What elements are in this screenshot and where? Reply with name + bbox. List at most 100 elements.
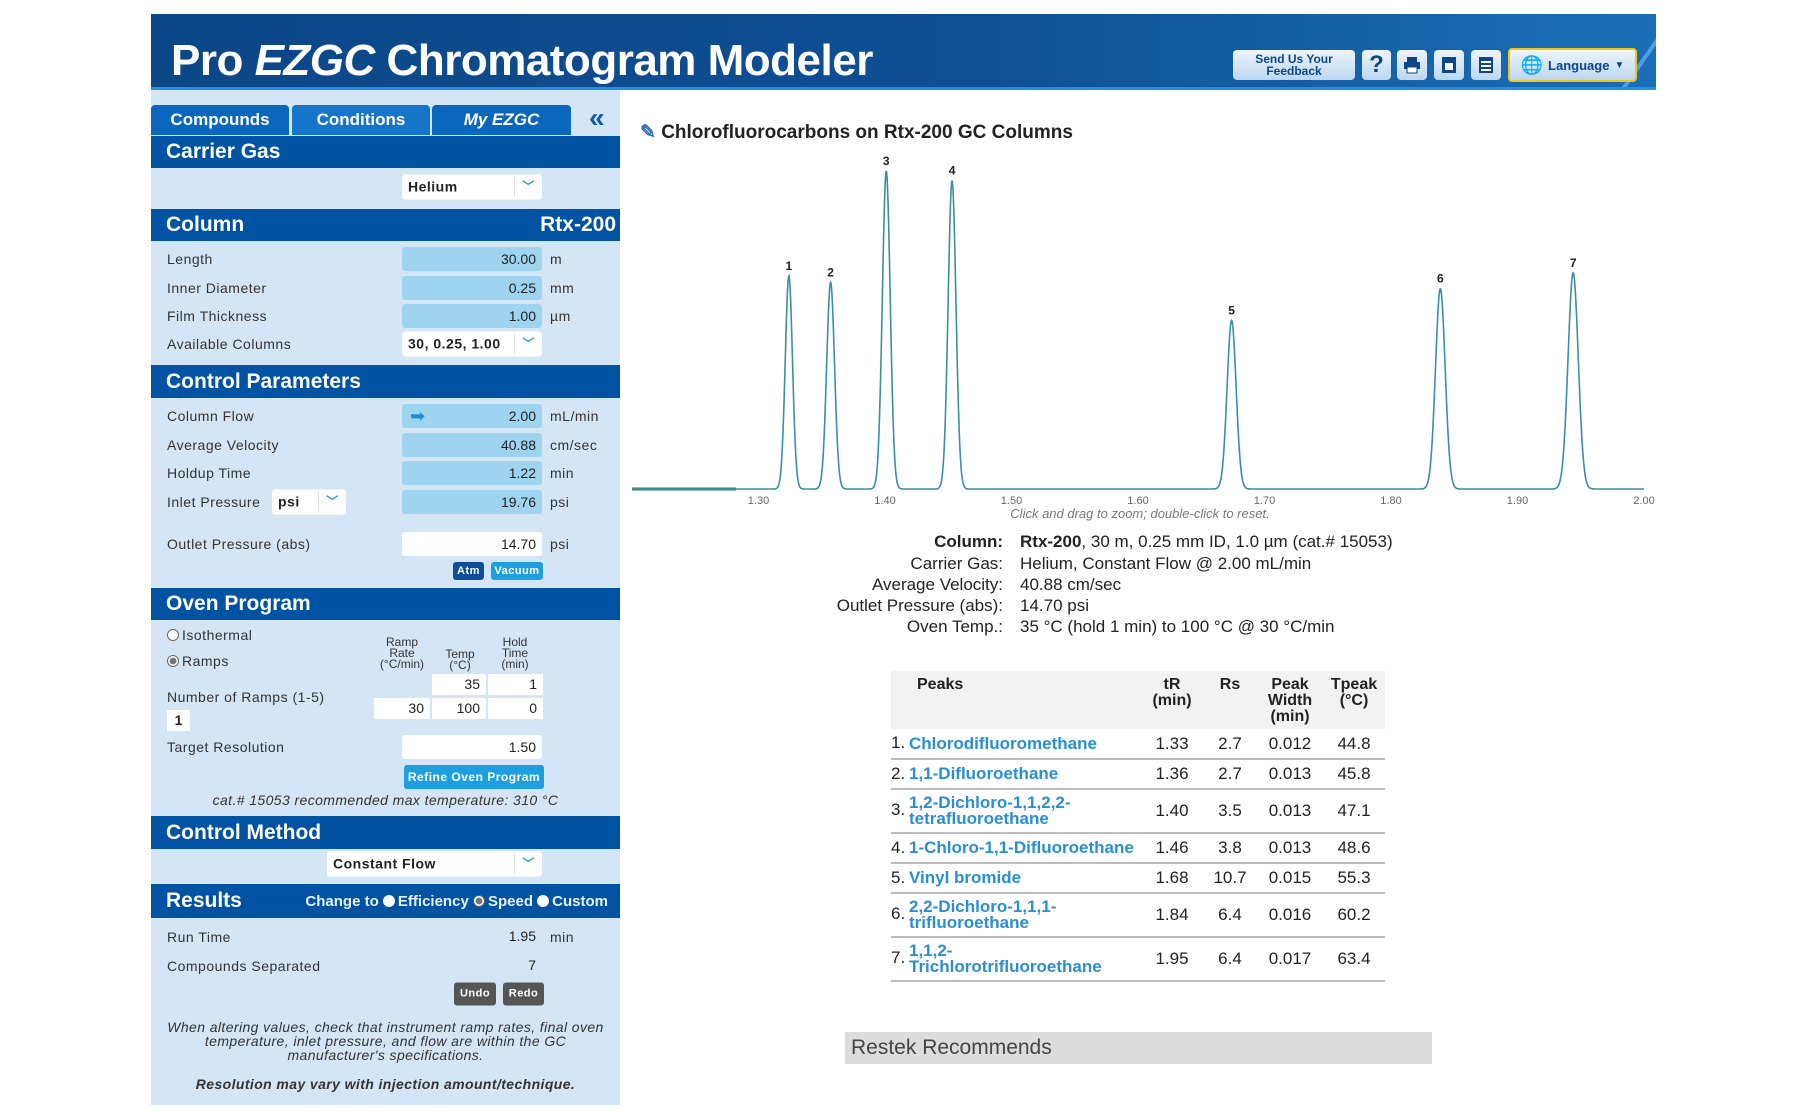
resolution-note: Resolution may vary with injection amoun…: [195, 1076, 576, 1092]
x-tick-label: 1.80: [1380, 495, 1401, 507]
print-icon[interactable]: [1397, 50, 1427, 80]
chromatogram-trace: [632, 170, 1644, 490]
custom-radio[interactable]: Custom: [537, 893, 608, 910]
x-tick-label: 1.90: [1507, 495, 1528, 507]
peak-width: 0.013: [1257, 833, 1323, 864]
length-label: Length: [167, 251, 213, 267]
ramp1-rate-input[interactable]: 30: [374, 698, 430, 719]
inner-diameter-unit: mm: [550, 280, 575, 296]
peak-temperature: 44.8: [1323, 729, 1385, 760]
available-columns-select[interactable]: 30, 0.25, 1.00 ﹀: [402, 331, 542, 357]
max-temperature-note: cat.# 15053 recommended max temperature:…: [212, 792, 559, 808]
info-value: Rtx-200, 30 m, 0.25 mm ID, 1.0 µm (cat.#…: [1020, 532, 1393, 551]
feedback-button[interactable]: Send Us Your Feedback: [1233, 50, 1355, 80]
peak-width: 0.013: [1257, 789, 1323, 834]
tab-conditions[interactable]: Conditions: [292, 105, 430, 135]
ramp1-hold-input[interactable]: 0: [488, 698, 543, 719]
retention-time: 1.68: [1141, 863, 1203, 894]
outlet-pressure-input[interactable]: 14.70: [402, 532, 542, 556]
compound-link[interactable]: 1,1,2-Trichlorotrifluoroethane: [909, 941, 1102, 976]
info-label: Carrier Gas:: [910, 554, 1003, 573]
x-tick-label: 1.70: [1254, 495, 1275, 507]
control-method-header: Control Method: [151, 816, 620, 849]
film-thickness-label: Film Thickness: [167, 308, 268, 324]
inner-diameter-label: Inner Diameter: [167, 280, 267, 296]
peak-width: 0.016: [1257, 893, 1323, 938]
language-dropdown[interactable]: 🌐 Language ▼: [1508, 48, 1637, 82]
peak-label: 1: [786, 259, 793, 273]
resolution: 10.7: [1203, 863, 1257, 894]
number-of-ramps-input[interactable]: 1: [167, 710, 190, 731]
holdup-time-input[interactable]: 1.22: [402, 461, 542, 485]
length-unit: m: [550, 251, 563, 267]
carrier-gas-select[interactable]: Helium ﹀: [402, 174, 542, 200]
table-row: 2. 1,1-Difluoroethane 1.36 2.7 0.013 45.8: [891, 759, 1385, 790]
table-row: 4. 1-Chloro-1,1-Difluoroethane 1.46 3.8 0…: [891, 833, 1385, 864]
peak-label: 7: [1570, 256, 1577, 270]
resolution: 3.8: [1203, 833, 1257, 864]
atm-button[interactable]: Atm: [453, 562, 484, 580]
compound-link[interactable]: Chlorodifluoromethane: [909, 733, 1097, 753]
collapse-panel-icon[interactable]: «: [589, 102, 605, 133]
control-method-select[interactable]: Constant Flow ﹀: [327, 851, 542, 877]
export-icon[interactable]: [1471, 50, 1501, 80]
target-resolution-input[interactable]: 1.50: [402, 735, 542, 759]
inlet-pressure-unit-select[interactable]: psi ﹀: [272, 489, 346, 515]
chevron-down-icon: ﹀: [514, 854, 542, 874]
table-row: 7. 1,1,2-Trichlorotrifluoroethane 1.95 6.…: [891, 937, 1385, 982]
restek-recommends-header: Restek Recommends: [845, 1032, 1432, 1064]
isothermal-radio[interactable]: Isothermal: [167, 627, 252, 643]
speed-radio[interactable]: Speed: [472, 893, 533, 910]
holdup-time-unit: min: [550, 465, 575, 481]
caret-down-icon: ▼: [1614, 59, 1625, 71]
refine-oven-program-button[interactable]: Refine Oven Program: [404, 765, 544, 789]
compound-link[interactable]: 2,2-Dichloro-1,1,1-trifluoroethane: [909, 897, 1057, 932]
tab-compounds[interactable]: Compounds: [151, 105, 289, 135]
results-header: Results Change to Efficiency Speed Custo…: [151, 884, 620, 918]
compound-link[interactable]: 1,2-Dichloro-1,1,2,2-tetrafluoroethane: [909, 793, 1071, 828]
compound-link[interactable]: 1-Chloro-1,1-Difluoroethane: [909, 838, 1134, 858]
compound-link[interactable]: 1,1-Difluoroethane: [909, 764, 1059, 784]
chart-hint: Click and drag to zoom; double-click to …: [1010, 506, 1270, 521]
column-name: Rtx-200: [540, 213, 616, 236]
column-flow-input[interactable]: ➡ 2.00: [402, 404, 542, 428]
peak-number: 6.: [891, 904, 906, 924]
globe-icon: 🌐: [1520, 54, 1544, 75]
resolution: 2.7: [1203, 759, 1257, 790]
peak-label: 2: [827, 265, 834, 279]
save-icon[interactable]: [1434, 50, 1464, 80]
chromatogram-chart[interactable]: 1 2 3 4 5 6 7 1.30 1.40 1.50 1.60 1.70 1.80 1.90 2.00: [0, 0, 1800, 530]
info-label: Average Velocity:: [871, 575, 1003, 594]
inlet-pressure-unit: psi: [550, 494, 570, 510]
peak-temperature: 45.8: [1323, 759, 1385, 790]
arrow-right-icon: ➡: [410, 406, 426, 426]
redo-button[interactable]: Redo: [503, 982, 544, 1006]
ramps-radio[interactable]: Ramps: [167, 653, 229, 669]
peak-label: 3: [883, 154, 890, 168]
x-tick-label: 1.30: [748, 495, 769, 507]
control-parameters-header: Control Parameters: [151, 365, 620, 398]
compound-link[interactable]: Vinyl bromide: [909, 868, 1022, 888]
ramp1-temp-input[interactable]: 100: [432, 698, 486, 719]
inlet-pressure-input[interactable]: 19.76: [402, 490, 542, 514]
average-velocity-input[interactable]: 40.88: [402, 433, 542, 457]
temp-header: Temp (°C): [445, 647, 475, 672]
film-thickness-input[interactable]: 1.00: [402, 304, 542, 328]
help-icon[interactable]: ?: [1362, 50, 1391, 80]
run-time-label: Run Time: [167, 929, 231, 945]
initial-hold-input[interactable]: 1: [488, 674, 543, 695]
initial-temp-input[interactable]: 35: [432, 674, 486, 695]
column-flow-label: Column Flow: [167, 408, 255, 424]
peaks-table: Peaks tR (min) Rs Peak Width (min) Tpeak(…: [891, 671, 1385, 982]
tr-header: tR (min): [1141, 671, 1203, 729]
pencil-icon[interactable]: ✎: [640, 122, 656, 143]
resolution: 6.4: [1203, 937, 1257, 982]
chart-title: ✎ Chlorofluorocarbons on Rtx-200 GC Colu…: [640, 122, 1073, 143]
tab-my-ezgc[interactable]: My EZGC: [432, 105, 571, 135]
efficiency-radio[interactable]: Efficiency: [382, 893, 469, 910]
undo-button[interactable]: Undo: [454, 982, 496, 1006]
x-tick-label: 1.60: [1127, 495, 1148, 507]
inner-diameter-input[interactable]: 0.25: [402, 276, 542, 300]
vacuum-button[interactable]: Vacuum: [491, 562, 543, 580]
length-input[interactable]: 30.00: [402, 247, 542, 271]
